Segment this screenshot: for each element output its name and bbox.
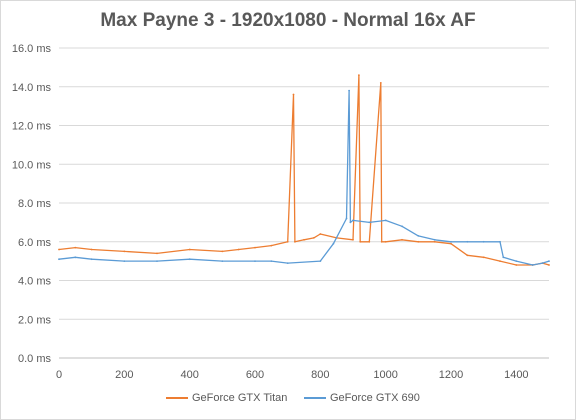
x-tick-label: 1000 [373,369,397,381]
data-point [294,240,296,243]
data-point [90,258,93,261]
data-point [499,240,501,243]
y-tick-label: 0.0 ms [18,353,52,365]
data-point [379,82,382,84]
data-point [270,244,273,247]
data-point [352,238,354,241]
series-line-titan [58,74,550,266]
data-point [348,89,350,92]
data-point [286,262,289,264]
legend-swatch-titan [166,397,188,399]
data-point [531,264,534,266]
data-point [188,248,191,251]
data-point [541,262,544,264]
data-point [417,235,420,237]
data-point [502,256,505,259]
data-point [254,260,256,262]
data-point [548,260,550,262]
data-point [123,250,126,253]
legend-swatch-690 [304,397,326,399]
data-point [292,93,295,96]
data-point [74,246,77,249]
data-point [319,233,322,235]
data-point [515,260,518,262]
data-point [433,240,436,243]
legend-item-690: GeForce GTX 690 [304,392,420,404]
data-point [548,264,550,266]
legend: GeForce GTX Titan GeForce GTX 690 [0,392,576,408]
y-tick-label: 16.0 ms [12,43,52,55]
data-point [221,250,224,253]
data-point [450,242,452,245]
data-point [270,260,273,262]
data-point [312,237,315,239]
chart-title: Max Payne 3 - 1920x1080 - Normal 16x AF [100,10,476,31]
data-point [401,225,403,228]
data-point [359,240,362,243]
data-point [237,248,240,251]
data-point [380,240,383,243]
data-point [332,242,335,245]
y-tick-label: 6.0 ms [18,237,52,249]
y-tick-label: 14.0 ms [12,82,52,94]
legend-item-titan: GeForce GTX Titan [166,392,287,404]
y-tick-label: 12.0 ms [12,121,52,133]
series-line-gtx690 [58,89,550,266]
x-tick-label: 0 [56,369,62,381]
data-point [349,221,352,224]
legend-label-690: GeForce GTX 690 [330,392,420,404]
data-point [358,74,360,76]
x-tick-label: 200 [115,369,133,381]
data-point [286,240,289,243]
data-point [368,240,371,243]
data-point [499,260,501,262]
data-point [482,256,485,259]
data-point [384,240,387,243]
y-tick-label: 10.0 ms [12,159,52,171]
data-point [417,240,420,243]
data-point [90,248,93,251]
legend-label-titan: GeForce GTX Titan [192,392,288,404]
data-point [303,238,305,241]
data-point [221,260,224,262]
data-point [74,256,77,259]
data-point [188,258,191,261]
data-point [345,217,348,220]
y-tick-label: 2.0 ms [18,314,52,326]
data-point [156,260,158,262]
x-tick-label: 400 [180,369,198,381]
data-point [254,246,256,249]
data-point [384,219,387,222]
data-point [401,238,403,241]
y-tick-label: 8.0 ms [18,198,52,210]
data-point [433,238,436,241]
data-point [515,264,518,266]
data-point [482,240,485,243]
x-tick-label: 1200 [439,369,463,381]
data-point [466,254,469,257]
data-point [123,260,126,262]
x-tick-label: 600 [246,369,264,381]
data-point [352,219,354,222]
data-point [58,248,60,251]
y-tick-label: 4.0 ms [18,276,52,288]
data-point [450,240,452,243]
data-point [156,252,158,255]
data-point [368,221,371,224]
data-point [319,260,322,262]
data-point [58,258,60,261]
x-tick-label: 800 [311,369,329,381]
x-tick-label: 1400 [504,369,528,381]
data-point [466,240,469,243]
